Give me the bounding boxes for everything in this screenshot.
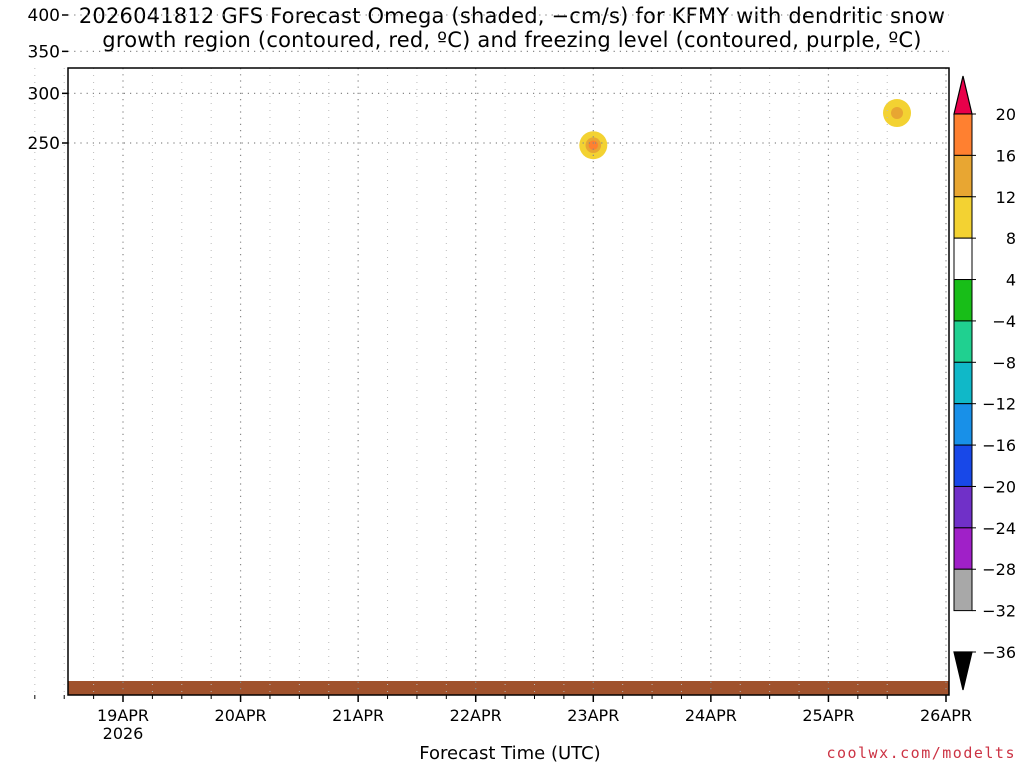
x-tick-label: 23APR — [567, 706, 619, 725]
colorbar-label: 12 — [996, 188, 1016, 207]
colorbar-swatch — [953, 568, 973, 612]
x-tick-label: 19APR — [97, 706, 149, 725]
colorbar-top-arrow — [953, 75, 973, 115]
colorbar-swatch — [953, 196, 973, 239]
contour-line--18 — [35, 0, 887, 15]
y-tick-label: 250 — [28, 134, 60, 154]
x-tick-label: 25APR — [802, 706, 854, 725]
y-tick-label: 300 — [28, 84, 60, 104]
chart-title-line-2: growth region (contoured, red, ºC) and f… — [102, 28, 922, 52]
colorbar-label: −16 — [982, 436, 1016, 455]
x-axis-title: Forecast Time (UTC) — [419, 743, 601, 764]
colorbar-label: 20 — [996, 105, 1016, 124]
contour-label: -18 — [289, 0, 311, 2]
site-credit[interactable]: coolwx.com/modelts — [826, 744, 1016, 762]
axes: 2503003504004505005506006507007508008509… — [28, 6, 972, 743]
colorbar-swatch — [953, 237, 973, 281]
contours: -18-18-18-18-12-12-120000 — [35, 0, 887, 15]
colorbar-label: 4 — [1006, 271, 1016, 290]
colorbar: 20 16 12 8 4 −4 −8 −12 −16 −20 −24 −28 −32 −36 — [953, 75, 1016, 691]
colorbar-label: −8 — [992, 353, 1016, 372]
colorbar-swatch — [953, 403, 973, 446]
colorbar-swatch — [953, 279, 973, 322]
colorbar-label: −4 — [992, 312, 1016, 331]
chart-title-line-1: 2026041812 GFS Forecast Omega (shaded, −… — [78, 4, 946, 28]
y-tick-label: 350 — [28, 42, 60, 62]
omega-descent-cell — [891, 107, 904, 120]
colorbar-swatch — [953, 154, 973, 198]
x-tick-label: 24APR — [685, 706, 737, 725]
x-tick-label: 26APR — [920, 706, 972, 725]
colorbar-bottom-arrow — [953, 651, 973, 691]
ground-terrain — [68, 681, 949, 695]
plot-frame — [67, 67, 950, 696]
colorbar-swatch — [953, 444, 973, 487]
x-tick-label: 22APR — [450, 706, 502, 725]
omega-descent-cell — [588, 140, 598, 150]
colorbar-swatch — [953, 527, 973, 570]
colorbar-label: 16 — [996, 146, 1016, 165]
colorbar-swatch — [953, 113, 973, 156]
colorbar-label: −20 — [982, 477, 1016, 496]
colorbar-label: −12 — [982, 395, 1016, 414]
colorbar-label: −28 — [982, 560, 1016, 579]
x-tick-label: 20APR — [215, 706, 267, 725]
grid — [34, 14, 949, 695]
x-year-label: 2026 — [103, 724, 144, 743]
colorbar-swatch — [953, 485, 973, 529]
colorbar-swatch — [953, 320, 973, 363]
colorbar-label: −36 — [982, 643, 1016, 662]
omega-shading — [579, 99, 912, 160]
colorbar-label: 8 — [1006, 229, 1016, 248]
x-tick-label: 21APR — [332, 706, 384, 725]
chart-title: 2026041812 GFS Forecast Omega (shaded, −… — [0, 4, 1024, 52]
y-tick-label: 400 — [28, 6, 60, 26]
colorbar-label: −24 — [982, 519, 1016, 538]
colorbar-swatch — [953, 361, 973, 405]
contour-label-bg — [287, 0, 311, 1]
colorbar-label: −32 — [982, 602, 1016, 621]
